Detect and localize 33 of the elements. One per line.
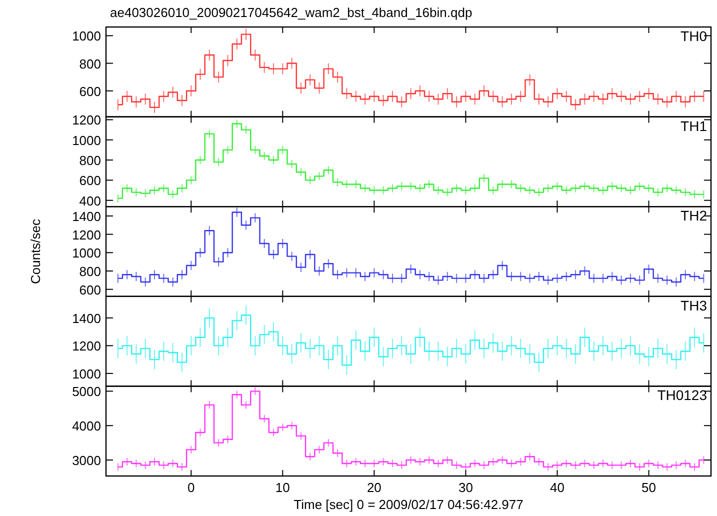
series-label: TH3 bbox=[680, 297, 708, 314]
text: TH0 bbox=[680, 28, 708, 44]
y-tick-label: 1200 bbox=[72, 227, 101, 242]
y-tick-label: 3000 bbox=[72, 453, 101, 468]
y-axis-title: Counts/sec bbox=[28, 218, 43, 284]
y-tick-label: 1000 bbox=[72, 366, 101, 382]
x-tick-label: 40 bbox=[550, 480, 564, 495]
y-tick-label: 800 bbox=[79, 153, 101, 168]
y-tick-label: 800 bbox=[79, 56, 101, 72]
chart-title: ae403026010_20090217045642_wam2_bst_4band_16bin.qdp bbox=[110, 5, 472, 20]
y-tick-label: 600 bbox=[79, 282, 101, 298]
text: TH1 bbox=[680, 118, 708, 134]
y-tick-label: 1000 bbox=[72, 246, 101, 261]
x-tick-label: 50 bbox=[642, 480, 656, 495]
y-tick-label: 400 bbox=[79, 193, 101, 208]
y-tick-label: 4000 bbox=[72, 418, 101, 434]
x-tick-label: 20 bbox=[366, 480, 382, 495]
y-tick-label: 800 bbox=[79, 264, 101, 279]
y-tick-label: 1400 bbox=[72, 208, 101, 224]
x-tick-label: 10 bbox=[275, 480, 290, 495]
y-tick-label: 1200 bbox=[72, 112, 101, 128]
y-tick-label: 1000 bbox=[72, 28, 101, 44]
y-tick-label: 1200 bbox=[72, 338, 101, 354]
y-tick-label: 1000 bbox=[72, 132, 101, 148]
x-tick-label: 0 bbox=[188, 480, 195, 495]
y-tick-label: 600 bbox=[79, 173, 101, 188]
x-tick-label: 30 bbox=[458, 480, 473, 495]
text: TH0123 bbox=[657, 387, 708, 404]
x-axis-title: Time [sec] 0 = 2009/02/17 04:56:42.977 bbox=[294, 497, 524, 512]
y-tick-label: 1400 bbox=[72, 310, 101, 326]
y-tick-label: 600 bbox=[79, 84, 101, 99]
y-tick-label: 5000 bbox=[72, 384, 101, 400]
text: TH2 bbox=[680, 208, 708, 224]
